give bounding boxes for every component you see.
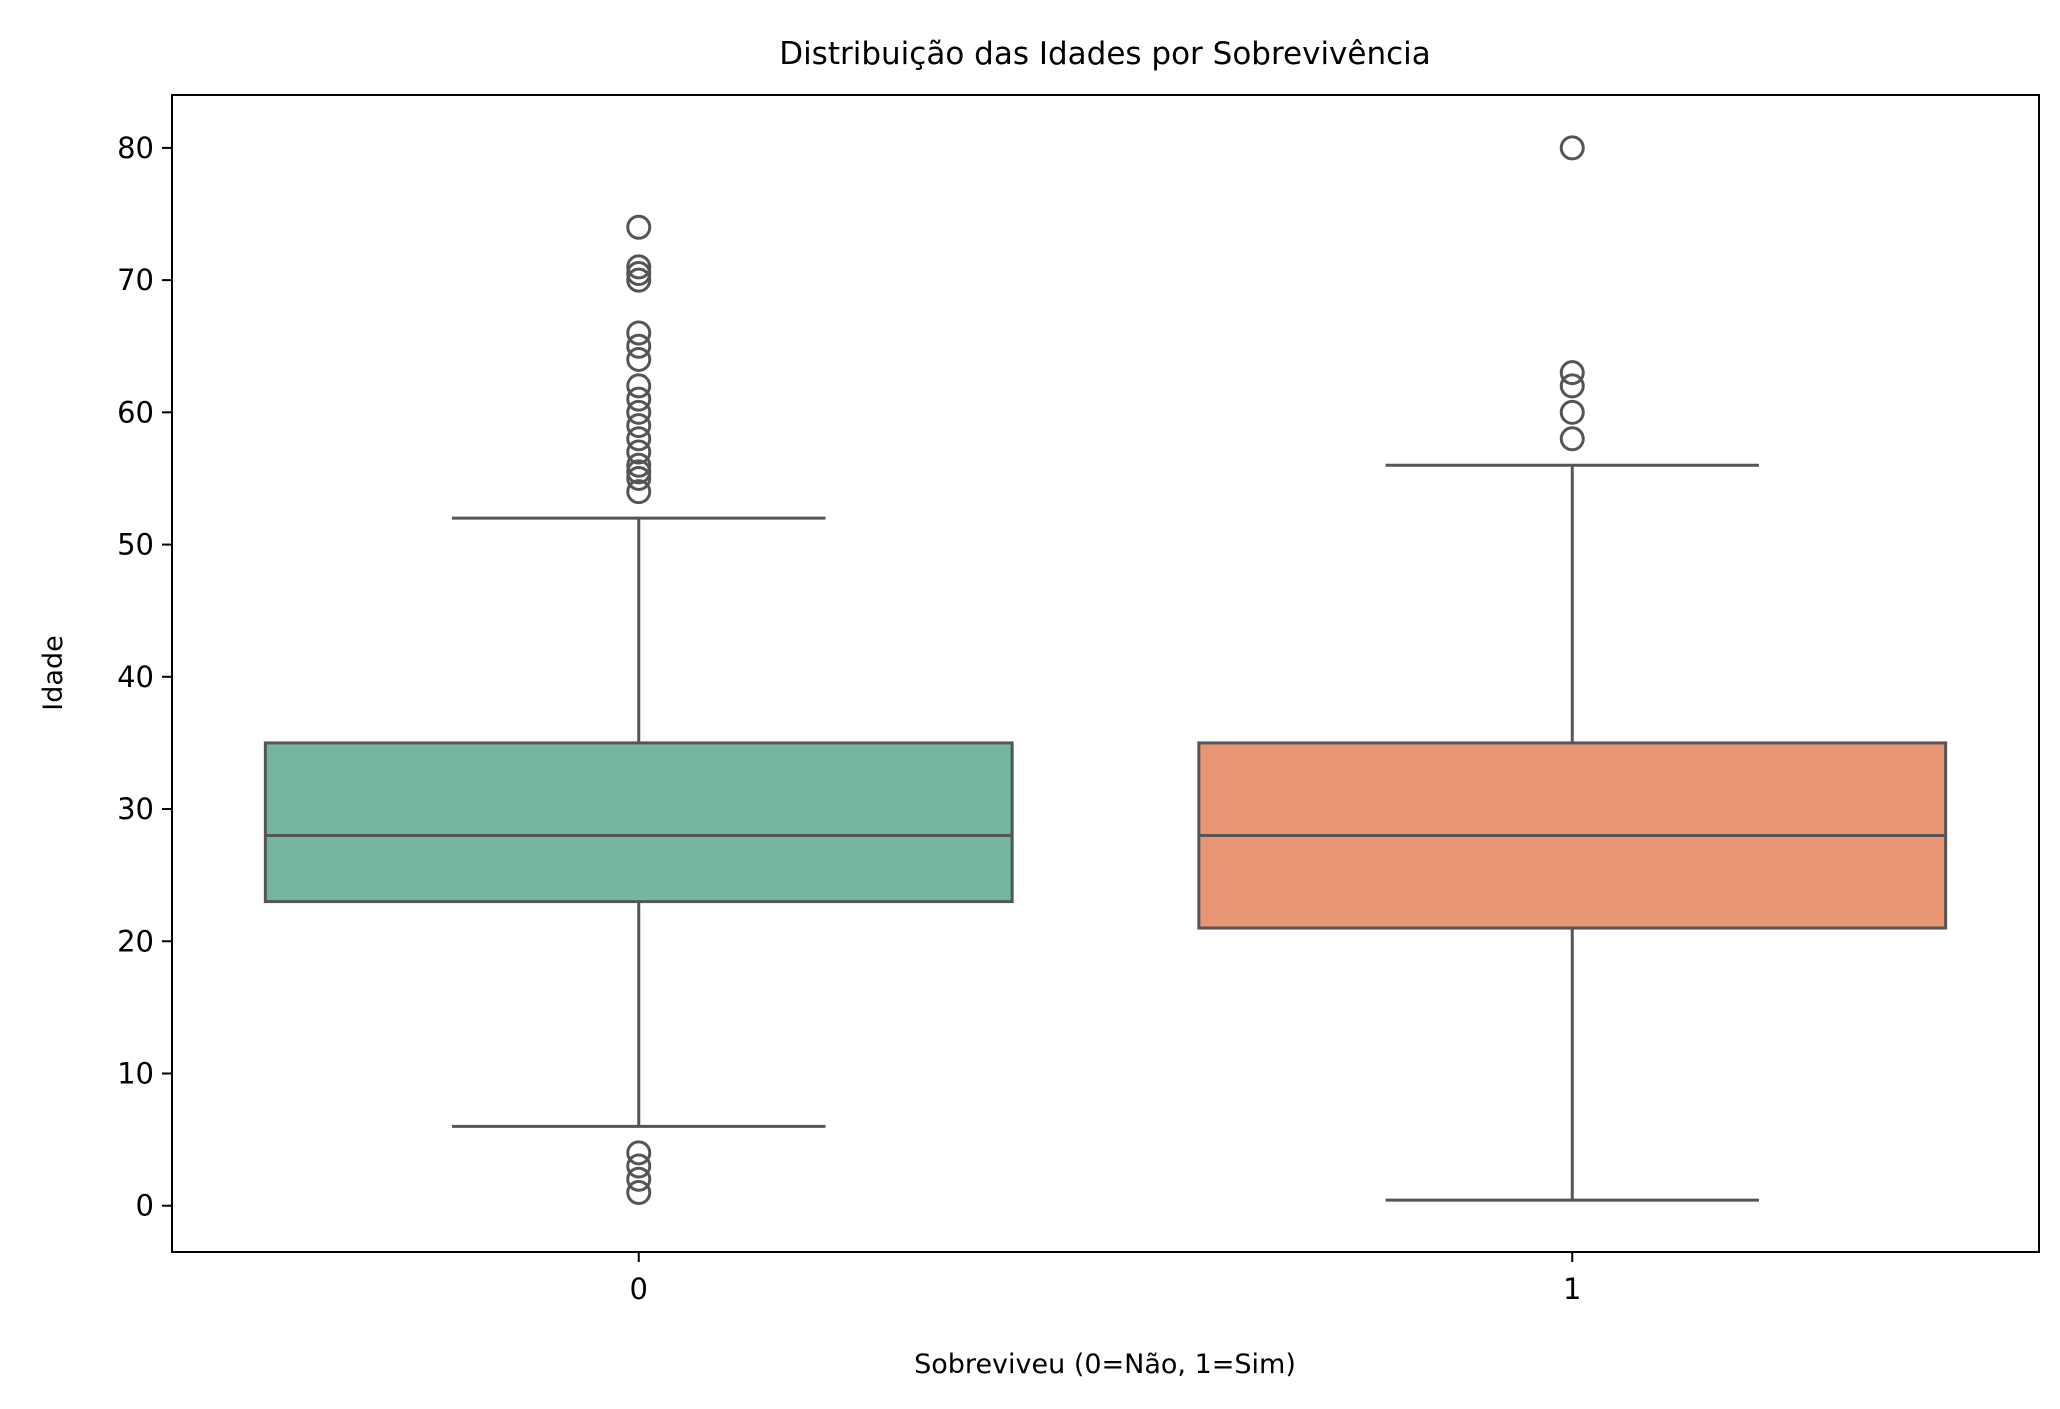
chart-title: Distribuição das Idades por Sobrevivênci… [779,36,1431,72]
x-tick-label: 0 [630,1272,648,1306]
plot-area [263,135,1948,1205]
y-tick-label: 50 [117,528,154,562]
y-axis: 0 10 20 30 40 50 60 70 80 [117,131,172,1223]
outlier-point [626,1153,652,1179]
plot-frame [171,94,2040,1253]
box-group-1 [1197,135,1948,1202]
outlier-point [626,214,652,240]
outlier-point [626,479,652,505]
outlier-point [626,333,652,359]
outlier-point [626,1140,652,1166]
outlier-point [1559,399,1585,425]
y-tick-label: 0 [136,1189,154,1223]
y-tick-label: 40 [117,660,154,694]
outlier-point [626,1179,652,1205]
outlier-point [626,267,652,293]
outlier-point [626,452,652,478]
outlier-point [1559,426,1585,452]
outlier-point [626,1166,652,1192]
y-tick-label: 70 [117,263,154,297]
outlier-point [626,373,652,399]
outlier-point [626,439,652,465]
y-tick-label: 60 [117,395,154,429]
y-axis-label: Idade [38,635,69,710]
outlier-point [626,465,652,491]
outlier-point [626,426,652,452]
outlier-point [626,320,652,346]
outlier-point [1559,360,1585,386]
box-group-0 [263,214,1014,1205]
outlier-point [1559,135,1585,161]
outlier-point [1559,373,1585,399]
y-tick-label: 80 [117,131,154,165]
y-tick-label: 30 [117,792,154,826]
outlier-point [626,413,652,439]
outlier-point [626,386,652,412]
y-tick-label: 10 [117,1056,154,1090]
outlier-point [626,459,652,485]
iqr-box [263,741,1014,904]
outlier-point [626,254,652,280]
x-tick-label: 1 [1563,1272,1581,1306]
outlier-point [626,261,652,287]
outlier-point [626,346,652,372]
x-axis-label: Sobreviveu (0=Não, 1=Sim) [914,1349,1296,1380]
outlier-point [626,399,652,425]
y-tick-label: 20 [117,924,154,958]
